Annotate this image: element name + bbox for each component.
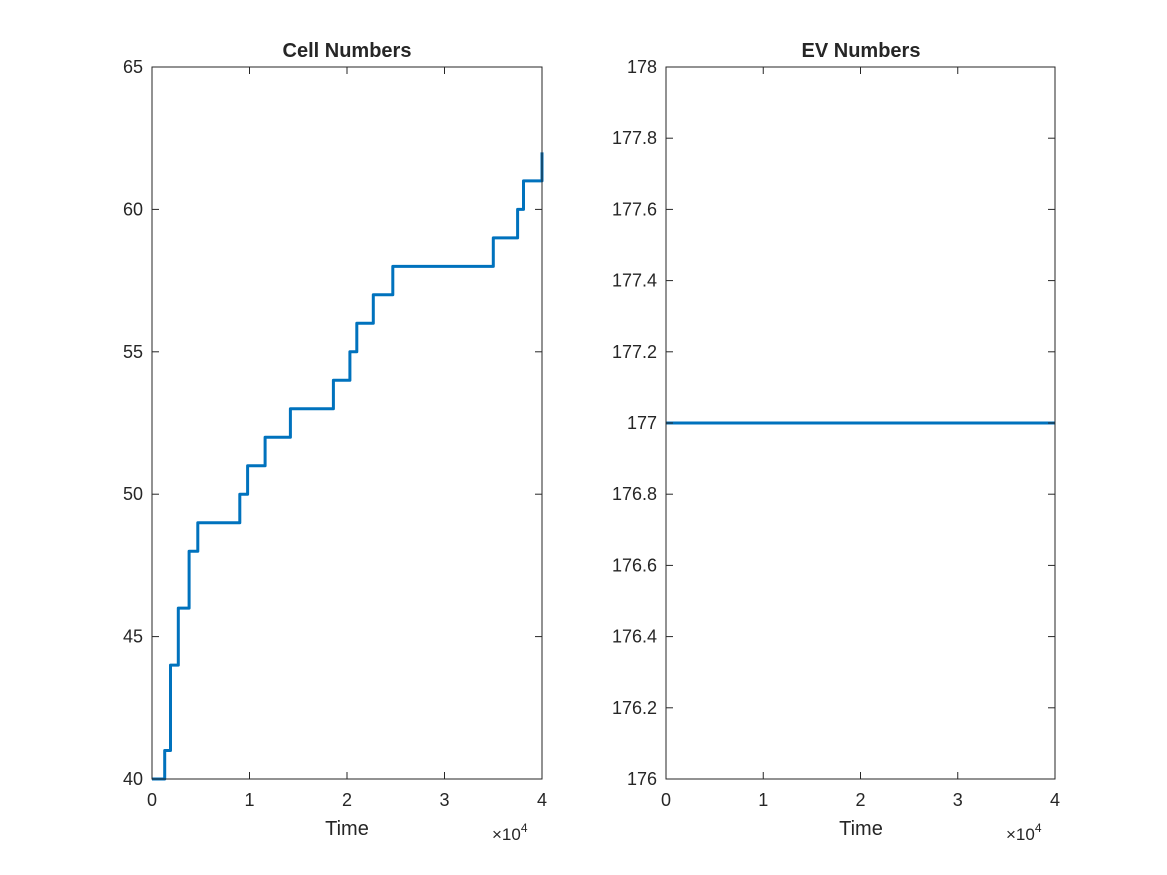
cell-numbers-xtick-label: 2 xyxy=(342,790,352,810)
ev-numbers-x-exponent-power: 4 xyxy=(1035,821,1042,835)
cell-numbers-ytick-label: 55 xyxy=(123,342,143,362)
ev-numbers-ytick-label: 176.2 xyxy=(612,698,657,718)
cell-numbers-ytick-label: 45 xyxy=(123,627,143,647)
ev-numbers-x-exponent-base: ×10 xyxy=(1006,825,1035,844)
cell-numbers-xtick-label: 0 xyxy=(147,790,157,810)
cell-numbers-series-line xyxy=(152,152,544,781)
cell-numbers-xtick-label: 3 xyxy=(439,790,449,810)
ev-numbers-axes: EV Numbers Time ×104 0 1 2 3 4176176.2176.41… xyxy=(612,40,1060,844)
ev-numbers-xtick-label: 1 xyxy=(758,790,768,810)
cell-numbers-title: Cell Numbers xyxy=(283,40,412,62)
cell-numbers-ytick-label: 50 xyxy=(123,484,143,504)
ev-numbers-title: EV Numbers xyxy=(802,40,921,62)
ev-numbers-ytick-label: 176.4 xyxy=(612,627,657,647)
cell-numbers-ytick-label: 60 xyxy=(123,199,143,219)
ev-numbers-ytick-label: 177.4 xyxy=(612,271,657,291)
cell-numbers-x-exponent: ×104 xyxy=(492,821,528,844)
cell-numbers-ytick-label: 40 xyxy=(123,769,143,789)
ev-numbers-ytick-label: 176.8 xyxy=(612,484,657,504)
ev-numbers-ytick-label: 176 xyxy=(627,769,657,789)
ev-numbers-ytick-label: 177 xyxy=(627,413,657,433)
cell-numbers-axes-frame xyxy=(151,66,543,780)
ev-numbers-ytick-label: 176.6 xyxy=(612,555,657,575)
ev-numbers-ytick-label: 177.6 xyxy=(612,199,657,219)
cell-numbers-xtick-label: 4 xyxy=(537,790,547,810)
ev-numbers-xtick-label: 0 xyxy=(661,790,671,810)
cell-numbers-x-exponent-base: ×10 xyxy=(492,825,521,844)
cell-numbers-x-exponent-power: 4 xyxy=(521,821,528,835)
cell-numbers-ytick-label: 65 xyxy=(123,57,143,77)
ev-numbers-ytick-label: 177.8 xyxy=(612,128,657,148)
ev-numbers-xtick-label: 4 xyxy=(1050,790,1060,810)
ev-numbers-xtick-label: 3 xyxy=(953,790,963,810)
ev-numbers-ytick-label: 178 xyxy=(627,57,657,77)
ev-numbers-xtick-label: 2 xyxy=(855,790,865,810)
ev-numbers-x-exponent: ×104 xyxy=(1006,821,1042,844)
ev-numbers-xlabel: Time xyxy=(839,818,883,840)
cell-numbers-xtick-label: 1 xyxy=(244,790,254,810)
cell-numbers-xlabel: Time xyxy=(325,818,369,840)
ev-numbers-ytick-label: 177.2 xyxy=(612,342,657,362)
